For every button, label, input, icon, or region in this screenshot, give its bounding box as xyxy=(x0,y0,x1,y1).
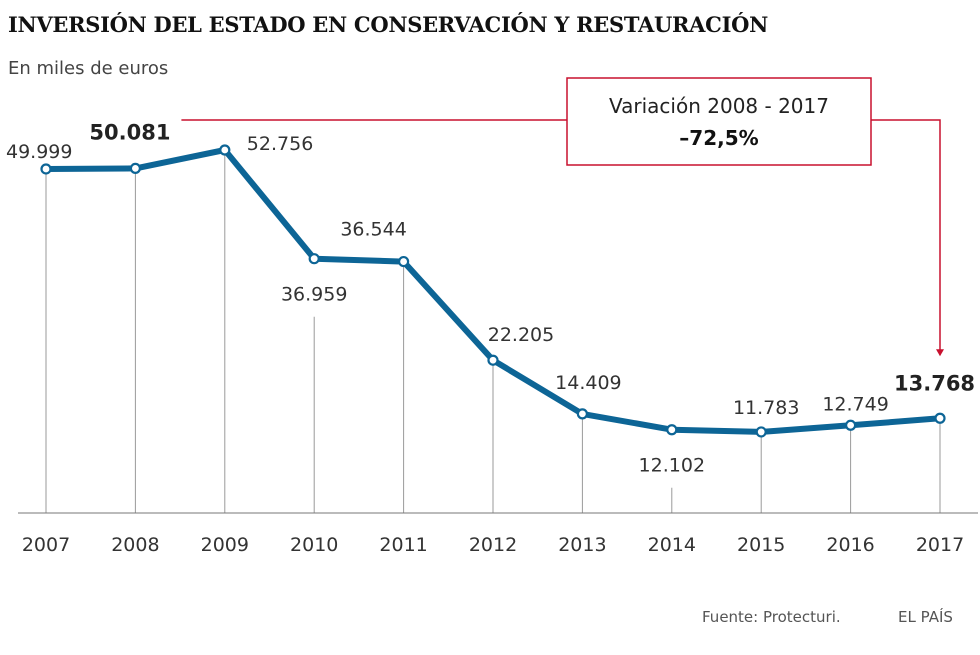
x-tick-2008: 2008 xyxy=(111,534,159,556)
data-point-2007 xyxy=(40,163,52,175)
data-point-2012 xyxy=(487,354,499,366)
data-point-2013 xyxy=(576,408,589,420)
data-point-2014 xyxy=(666,424,678,436)
line-chart: Variación 2008 - 2017 –72,5% 49.999 50.08… xyxy=(6,77,978,556)
annotation-connector-line xyxy=(181,119,941,351)
data-point-2016 xyxy=(844,419,857,431)
value-label-2008: 50.081 xyxy=(89,120,170,144)
publisher-brand: EL PAÍS xyxy=(898,608,953,626)
variation-annotation: Variación 2008 - 2017 –72,5% xyxy=(181,77,944,357)
annotation-value: –72,5% xyxy=(679,126,758,150)
data-point-2009 xyxy=(219,144,231,156)
x-tick-2014: 2014 xyxy=(648,534,696,556)
value-label-2013: 14.409 xyxy=(555,372,621,394)
chart-title: INVERSIÓN DEL ESTADO EN CONSERVACIÓN Y R… xyxy=(8,12,768,37)
value-label-2009: 52.756 xyxy=(247,133,313,155)
value-label-2015: 11.783 xyxy=(733,397,799,419)
x-tick-2017: 2017 xyxy=(916,534,964,556)
x-tick-2011: 2011 xyxy=(379,534,427,556)
guide-lines xyxy=(45,150,941,513)
value-label-2012: 22.205 xyxy=(488,324,554,346)
value-label-2011: 36.544 xyxy=(340,219,406,241)
value-label-2014: 12.102 xyxy=(639,455,705,477)
x-tick-2009: 2009 xyxy=(201,534,249,556)
annotation-arrowhead xyxy=(936,349,944,357)
annotation-box xyxy=(566,77,872,166)
x-axis-ticks: 2007 2008 2009 2010 2011 2012 2013 2014 2015 2016… xyxy=(22,534,964,556)
data-point-2010 xyxy=(308,253,320,265)
data-points xyxy=(40,144,946,438)
value-label-2016: 12.749 xyxy=(822,393,888,415)
annotation-label: Variación 2008 - 2017 xyxy=(609,94,829,118)
value-label-2017: 13.768 xyxy=(894,371,975,395)
source-note: Fuente: Protecturi. xyxy=(702,608,841,626)
data-point-2008 xyxy=(129,162,141,175)
chart-subtitle: En miles de euros xyxy=(8,58,169,79)
data-point-2011 xyxy=(398,255,410,268)
x-tick-2016: 2016 xyxy=(826,534,874,556)
x-tick-2013: 2013 xyxy=(558,534,606,556)
x-tick-2010: 2010 xyxy=(290,534,338,556)
data-point-2017 xyxy=(934,412,946,424)
value-labels: 49.999 50.081 52.756 36.959 36.544 22.205 14.4… xyxy=(6,120,975,476)
value-label-2010: 36.959 xyxy=(281,284,347,306)
value-label-2007: 49.999 xyxy=(6,141,72,163)
x-tick-2012: 2012 xyxy=(469,534,517,556)
x-tick-2015: 2015 xyxy=(737,534,785,556)
data-point-2015 xyxy=(755,426,767,438)
x-tick-2007: 2007 xyxy=(22,534,70,556)
